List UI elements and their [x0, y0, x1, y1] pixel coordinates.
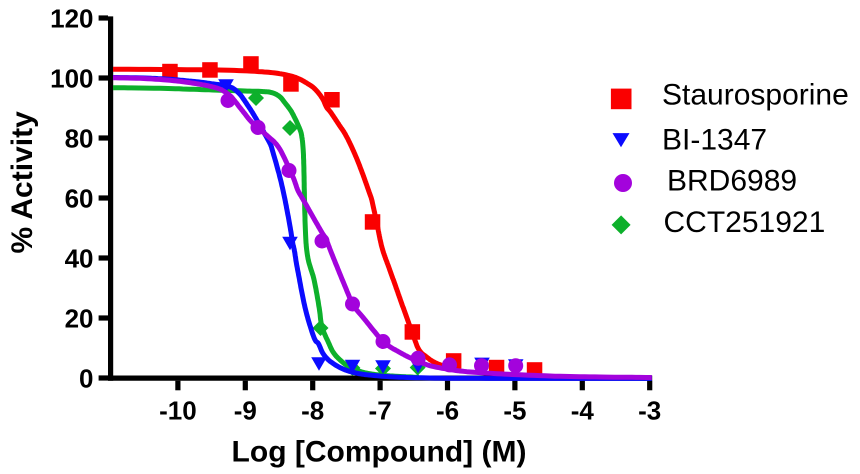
svg-text:40: 40: [65, 243, 94, 273]
svg-text:120: 120: [50, 3, 93, 33]
svg-text:-3: -3: [638, 396, 661, 426]
svg-text:% Activity: % Activity: [6, 111, 39, 254]
svg-text:-8: -8: [301, 396, 324, 426]
svg-text:80: 80: [65, 123, 94, 153]
svg-text:100: 100: [50, 63, 93, 93]
svg-text:-10: -10: [159, 396, 197, 426]
svg-text:CCT251921: CCT251921: [664, 206, 826, 239]
svg-text:BRD6989: BRD6989: [667, 165, 797, 198]
svg-text:BI-1347: BI-1347: [662, 123, 767, 156]
svg-text:20: 20: [65, 303, 94, 333]
svg-text:-9: -9: [234, 396, 257, 426]
svg-text:0: 0: [79, 363, 93, 393]
svg-text:Log [Compound] (M): Log [Compound] (M): [232, 435, 527, 468]
svg-text:-4: -4: [571, 396, 595, 426]
svg-text:Staurosporine: Staurosporine: [662, 79, 849, 112]
svg-text:-5: -5: [503, 396, 526, 426]
svg-text:-7: -7: [369, 396, 392, 426]
svg-text:60: 60: [65, 183, 94, 213]
svg-text:-6: -6: [436, 396, 459, 426]
